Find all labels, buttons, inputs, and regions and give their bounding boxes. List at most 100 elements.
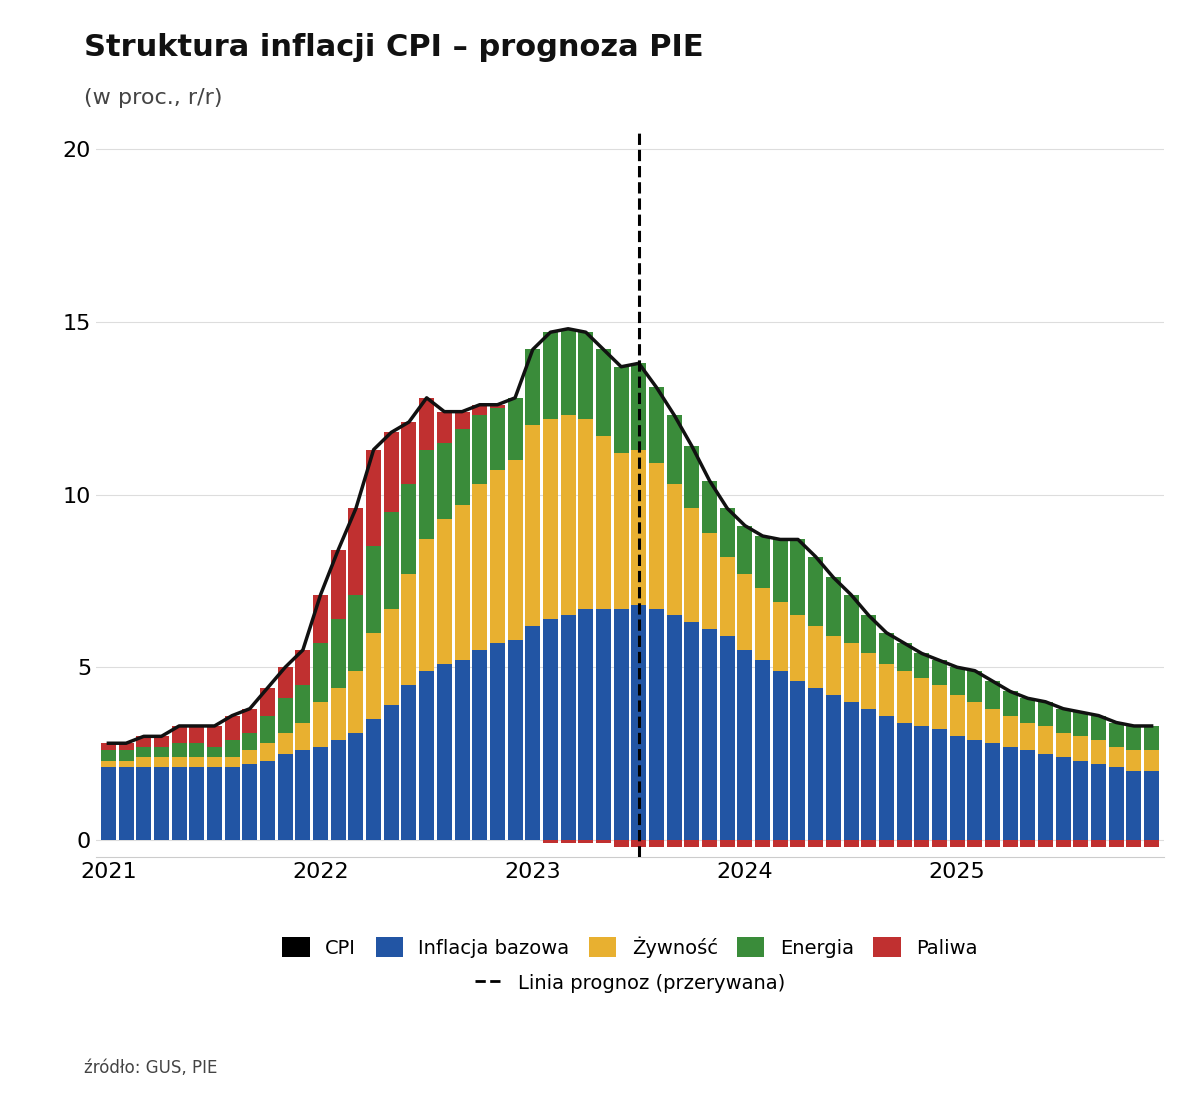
Bar [1056, 733, 1070, 757]
Bar [826, 636, 841, 695]
Bar [1038, 840, 1054, 847]
Bar [755, 660, 770, 840]
Bar [667, 415, 682, 485]
Bar [137, 767, 151, 840]
Bar [773, 840, 788, 847]
Bar [137, 757, 151, 767]
Bar [560, 840, 576, 843]
Bar [914, 840, 929, 847]
Bar [1038, 702, 1054, 726]
Bar [967, 702, 983, 740]
Bar [154, 767, 169, 840]
Bar [613, 609, 629, 840]
Bar [631, 364, 647, 449]
Bar [313, 595, 328, 643]
Bar [542, 419, 558, 619]
Bar [172, 757, 187, 767]
Bar [862, 615, 876, 654]
Bar [260, 715, 275, 743]
Bar [526, 425, 540, 625]
Bar [455, 429, 469, 504]
Bar [366, 546, 382, 633]
Text: źródło: GUS, PIE: źródło: GUS, PIE [84, 1059, 217, 1077]
Bar [277, 733, 293, 754]
Bar [578, 332, 593, 419]
Bar [702, 480, 718, 533]
Bar [878, 664, 894, 715]
Bar [366, 633, 382, 719]
Bar [844, 702, 858, 840]
Bar [242, 764, 257, 840]
Bar [190, 767, 204, 840]
Bar [560, 329, 576, 415]
Bar [649, 388, 664, 464]
Bar [808, 688, 823, 840]
Bar [791, 681, 805, 840]
Bar [260, 688, 275, 715]
Bar [862, 654, 876, 709]
Bar [878, 840, 894, 847]
Bar [596, 840, 611, 843]
Bar [1003, 715, 1018, 746]
Bar [896, 643, 912, 670]
Bar [455, 660, 469, 840]
Bar [419, 670, 434, 840]
Bar [1144, 751, 1159, 770]
Bar [773, 601, 788, 670]
Bar [260, 743, 275, 761]
Bar [1038, 754, 1054, 840]
Bar [508, 460, 522, 640]
Bar [384, 432, 398, 512]
Bar [455, 412, 469, 429]
Bar [667, 615, 682, 840]
Bar [490, 408, 505, 470]
Bar [720, 636, 734, 840]
Bar [490, 643, 505, 840]
Bar [260, 761, 275, 840]
Bar [242, 751, 257, 764]
Bar [684, 509, 700, 622]
Bar [348, 670, 364, 733]
Bar [137, 736, 151, 746]
Bar [437, 519, 452, 664]
Bar [119, 761, 133, 767]
Bar [1091, 764, 1106, 840]
Bar [1127, 770, 1141, 840]
Bar [967, 840, 983, 847]
Bar [560, 615, 576, 840]
Bar [295, 751, 311, 840]
Bar [578, 609, 593, 840]
Bar [738, 840, 752, 847]
Bar [1144, 840, 1159, 847]
Bar [366, 719, 382, 840]
Bar [1091, 715, 1106, 740]
Bar [348, 509, 364, 595]
Bar [702, 630, 718, 840]
Bar [402, 485, 416, 574]
Bar [773, 670, 788, 840]
Bar [914, 654, 929, 678]
Bar [808, 557, 823, 625]
Bar [649, 840, 664, 847]
Bar [720, 509, 734, 557]
Bar [1073, 736, 1088, 761]
Bar [154, 736, 169, 746]
Bar [190, 757, 204, 767]
Bar [985, 840, 1000, 847]
Bar [808, 840, 823, 847]
Bar [826, 840, 841, 847]
Bar [1127, 840, 1141, 847]
Bar [826, 695, 841, 840]
Bar [1003, 840, 1018, 847]
Bar [1127, 726, 1141, 751]
Bar [206, 726, 222, 746]
Bar [844, 643, 858, 702]
Bar [932, 730, 947, 840]
Bar [542, 619, 558, 840]
Bar [526, 349, 540, 425]
Bar [702, 533, 718, 630]
Bar [119, 743, 133, 751]
Bar [1109, 722, 1123, 746]
Text: (w proc., r/r): (w proc., r/r) [84, 88, 222, 108]
Bar [1020, 698, 1036, 722]
